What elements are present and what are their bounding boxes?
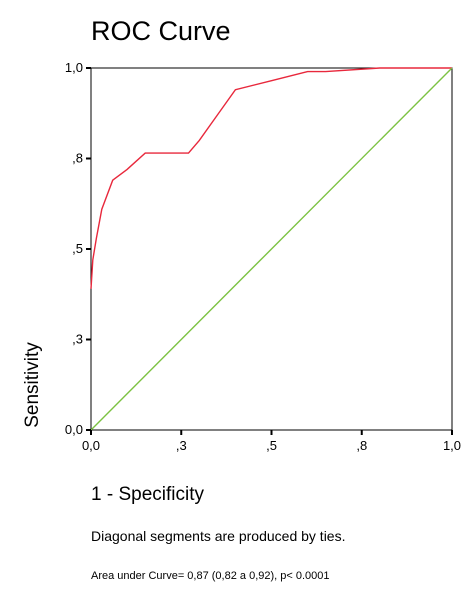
y-tick-label-4: 1,0 bbox=[65, 60, 83, 75]
plot-area: 0,0 ,3 ,5 ,8 1,0 0,0 ,3 ,5 ,8 1,0 bbox=[65, 60, 461, 453]
y-tick-label-2: ,5 bbox=[72, 241, 83, 256]
x-tick-label-0: 0,0 bbox=[82, 438, 100, 453]
x-tick-label-2: ,5 bbox=[266, 438, 277, 453]
y-axis-title: Sensitivity bbox=[22, 342, 43, 428]
y-axis-title-text: Sensitivity bbox=[22, 342, 43, 428]
y-tick-label-0: 0,0 bbox=[65, 422, 83, 437]
series-line-1 bbox=[90, 67, 453, 431]
ties-note: Diagonal segments are produced by ties. bbox=[91, 528, 346, 544]
y-tick-label-1: ,3 bbox=[72, 332, 83, 347]
auc-note: Area under Curve= 0,87 (0,82 a 0,92), p<… bbox=[91, 570, 330, 582]
x-axis-title: 1 - Specificity bbox=[91, 484, 204, 505]
x-tick-label-1: ,3 bbox=[176, 438, 187, 453]
chart-title: ROC Curve bbox=[91, 16, 231, 46]
y-tick-label-3: ,8 bbox=[72, 151, 83, 166]
series-line-0 bbox=[90, 67, 452, 289]
x-tick-label-3: ,8 bbox=[356, 438, 367, 453]
x-tick-label-4: 1,0 bbox=[443, 438, 461, 453]
